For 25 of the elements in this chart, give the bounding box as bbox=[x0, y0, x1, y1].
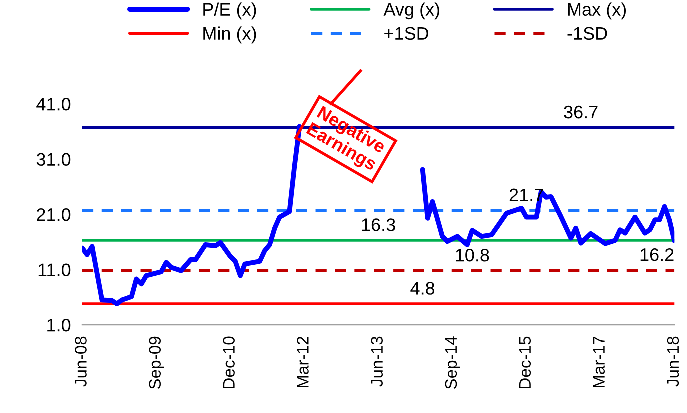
data-label: 10.8 bbox=[456, 248, 490, 262]
data-label: 4.8 bbox=[410, 282, 435, 295]
legend-label: P/E (x) bbox=[204, 2, 256, 20]
y-tick-label: 41.0 bbox=[36, 98, 71, 111]
x-tick-label: Sep-14 bbox=[445, 336, 460, 390]
data-label: 36.7 bbox=[564, 106, 598, 119]
x-tick-label: Sep-09 bbox=[149, 336, 164, 390]
x-tick-label: Mar-17 bbox=[593, 336, 606, 388]
x-tick-label: Jun-13 bbox=[371, 336, 384, 387]
y-tick-label: 31.0 bbox=[36, 153, 71, 166]
legend-label: Min (x) bbox=[204, 26, 256, 44]
data-label: 16.2 bbox=[640, 248, 674, 262]
y-tick-label: 21.0 bbox=[37, 208, 71, 222]
legend-label: +1SD bbox=[384, 27, 429, 40]
x-tick-label: Jun-18 bbox=[667, 336, 680, 387]
y-tick-label: 1.0 bbox=[48, 318, 71, 332]
y-tick-label: 11.0 bbox=[38, 264, 71, 277]
legend-label: Avg (x) bbox=[384, 2, 440, 20]
x-tick-label: Jun-08 bbox=[75, 336, 87, 387]
x-tick-label: Mar-12 bbox=[297, 336, 309, 388]
x-tick-label: Dec-15 bbox=[519, 336, 532, 388]
data-label: 16.3 bbox=[362, 218, 396, 232]
legend-label: Max (x) bbox=[568, 2, 626, 20]
x-tick-label: Dec-10 bbox=[223, 336, 235, 388]
legend-label: -1SD bbox=[568, 27, 608, 40]
